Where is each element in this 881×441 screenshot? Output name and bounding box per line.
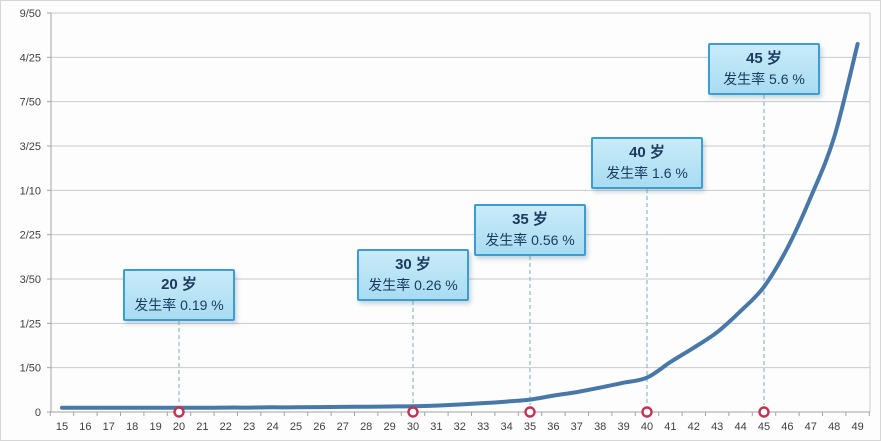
x-axis-labels: 15 16 17 18 19 20 21 22 23 24 25 26 27 28 29 30 31 32 33 34… xyxy=(56,421,864,433)
svg-text:24: 24 xyxy=(266,421,278,433)
callout-age-30-rate: 发生率 0.26 % xyxy=(368,276,458,293)
callout-age-45-rate: 发生率 5.6 % xyxy=(723,70,805,87)
svg-text:3/50: 3/50 xyxy=(20,274,41,286)
svg-text:17: 17 xyxy=(103,421,115,433)
callout-age-30: 30 岁 发生率 0.26 % xyxy=(357,249,469,301)
callout-age-40: 40 岁 发生率 1.6 % xyxy=(591,137,703,189)
x-axis-ticks xyxy=(49,412,870,416)
marker-age-20 xyxy=(173,406,185,418)
svg-text:36: 36 xyxy=(547,421,559,433)
svg-text:30: 30 xyxy=(407,421,419,433)
callout-age-35: 35 岁 发生率 0.56 % xyxy=(474,204,586,256)
y-axis-labels: 0 1/50 1/25 3/50 2/25 1/10 3/25 7/50 4/25 9/50 xyxy=(20,8,41,419)
svg-text:27: 27 xyxy=(337,421,349,433)
svg-text:18: 18 xyxy=(126,421,138,433)
callout-age-20-rate: 发生率 0.19 % xyxy=(134,296,224,313)
svg-text:25: 25 xyxy=(290,421,302,433)
svg-text:31: 31 xyxy=(430,421,442,433)
svg-text:22: 22 xyxy=(220,421,232,433)
svg-text:9/50: 9/50 xyxy=(20,8,41,20)
svg-text:48: 48 xyxy=(828,421,840,433)
callout-age-20: 20 岁 发生率 0.19 % xyxy=(123,269,235,321)
svg-text:0: 0 xyxy=(35,407,41,419)
svg-text:38: 38 xyxy=(594,421,606,433)
svg-text:21: 21 xyxy=(196,421,208,433)
svg-text:47: 47 xyxy=(805,421,817,433)
annotation-guide-lines xyxy=(178,95,765,405)
svg-text:4/25: 4/25 xyxy=(20,52,41,64)
svg-text:33: 33 xyxy=(477,421,489,433)
svg-text:23: 23 xyxy=(243,421,255,433)
svg-text:15: 15 xyxy=(56,421,68,433)
callout-age-45-title: 45 岁 xyxy=(746,50,782,68)
callout-age-40-rate: 发生率 1.6 % xyxy=(606,164,688,181)
y-axis-ticks xyxy=(47,12,51,413)
marker-age-35 xyxy=(524,406,536,418)
marker-age-30 xyxy=(407,406,419,418)
svg-text:46: 46 xyxy=(781,421,793,433)
svg-text:1/25: 1/25 xyxy=(20,318,41,330)
svg-text:19: 19 xyxy=(149,421,161,433)
axes xyxy=(50,13,871,413)
svg-text:2/25: 2/25 xyxy=(20,230,41,242)
callout-age-35-title: 35 岁 xyxy=(512,211,548,229)
svg-text:26: 26 xyxy=(313,421,325,433)
svg-text:34: 34 xyxy=(500,421,512,433)
incidence-curve xyxy=(60,42,860,410)
svg-text:41: 41 xyxy=(664,421,676,433)
svg-text:1/50: 1/50 xyxy=(20,363,41,375)
svg-text:44: 44 xyxy=(734,421,746,433)
svg-text:45: 45 xyxy=(758,421,770,433)
svg-text:28: 28 xyxy=(360,421,372,433)
svg-text:29: 29 xyxy=(383,421,395,433)
svg-text:3/25: 3/25 xyxy=(20,141,41,153)
svg-text:40: 40 xyxy=(641,421,653,433)
marker-age-45 xyxy=(758,406,770,418)
svg-text:39: 39 xyxy=(617,421,629,433)
svg-text:1/10: 1/10 xyxy=(20,185,41,197)
callout-age-30-title: 30 岁 xyxy=(395,256,431,274)
svg-text:37: 37 xyxy=(571,421,583,433)
callout-age-40-title: 40 岁 xyxy=(629,144,665,162)
svg-text:32: 32 xyxy=(454,421,466,433)
svg-text:49: 49 xyxy=(851,421,863,433)
svg-text:35: 35 xyxy=(524,421,536,433)
svg-text:16: 16 xyxy=(79,421,91,433)
svg-text:42: 42 xyxy=(688,421,700,433)
callout-age-35-rate: 发生率 0.56 % xyxy=(485,231,575,248)
callout-age-45: 45 岁 发生率 5.6 % xyxy=(708,43,820,95)
svg-text:7/50: 7/50 xyxy=(20,97,41,109)
marker-age-40 xyxy=(641,406,653,418)
svg-text:43: 43 xyxy=(711,421,723,433)
callout-age-20-title: 20 岁 xyxy=(161,276,197,294)
age-markers xyxy=(173,406,770,418)
svg-text:20: 20 xyxy=(173,421,185,433)
